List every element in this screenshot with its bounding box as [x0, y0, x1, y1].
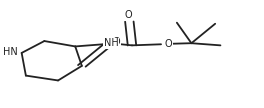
- Text: NH: NH: [103, 38, 118, 48]
- Text: O: O: [112, 37, 120, 47]
- Text: HN: HN: [3, 47, 18, 57]
- Text: O: O: [124, 10, 132, 20]
- Text: O: O: [165, 39, 172, 49]
